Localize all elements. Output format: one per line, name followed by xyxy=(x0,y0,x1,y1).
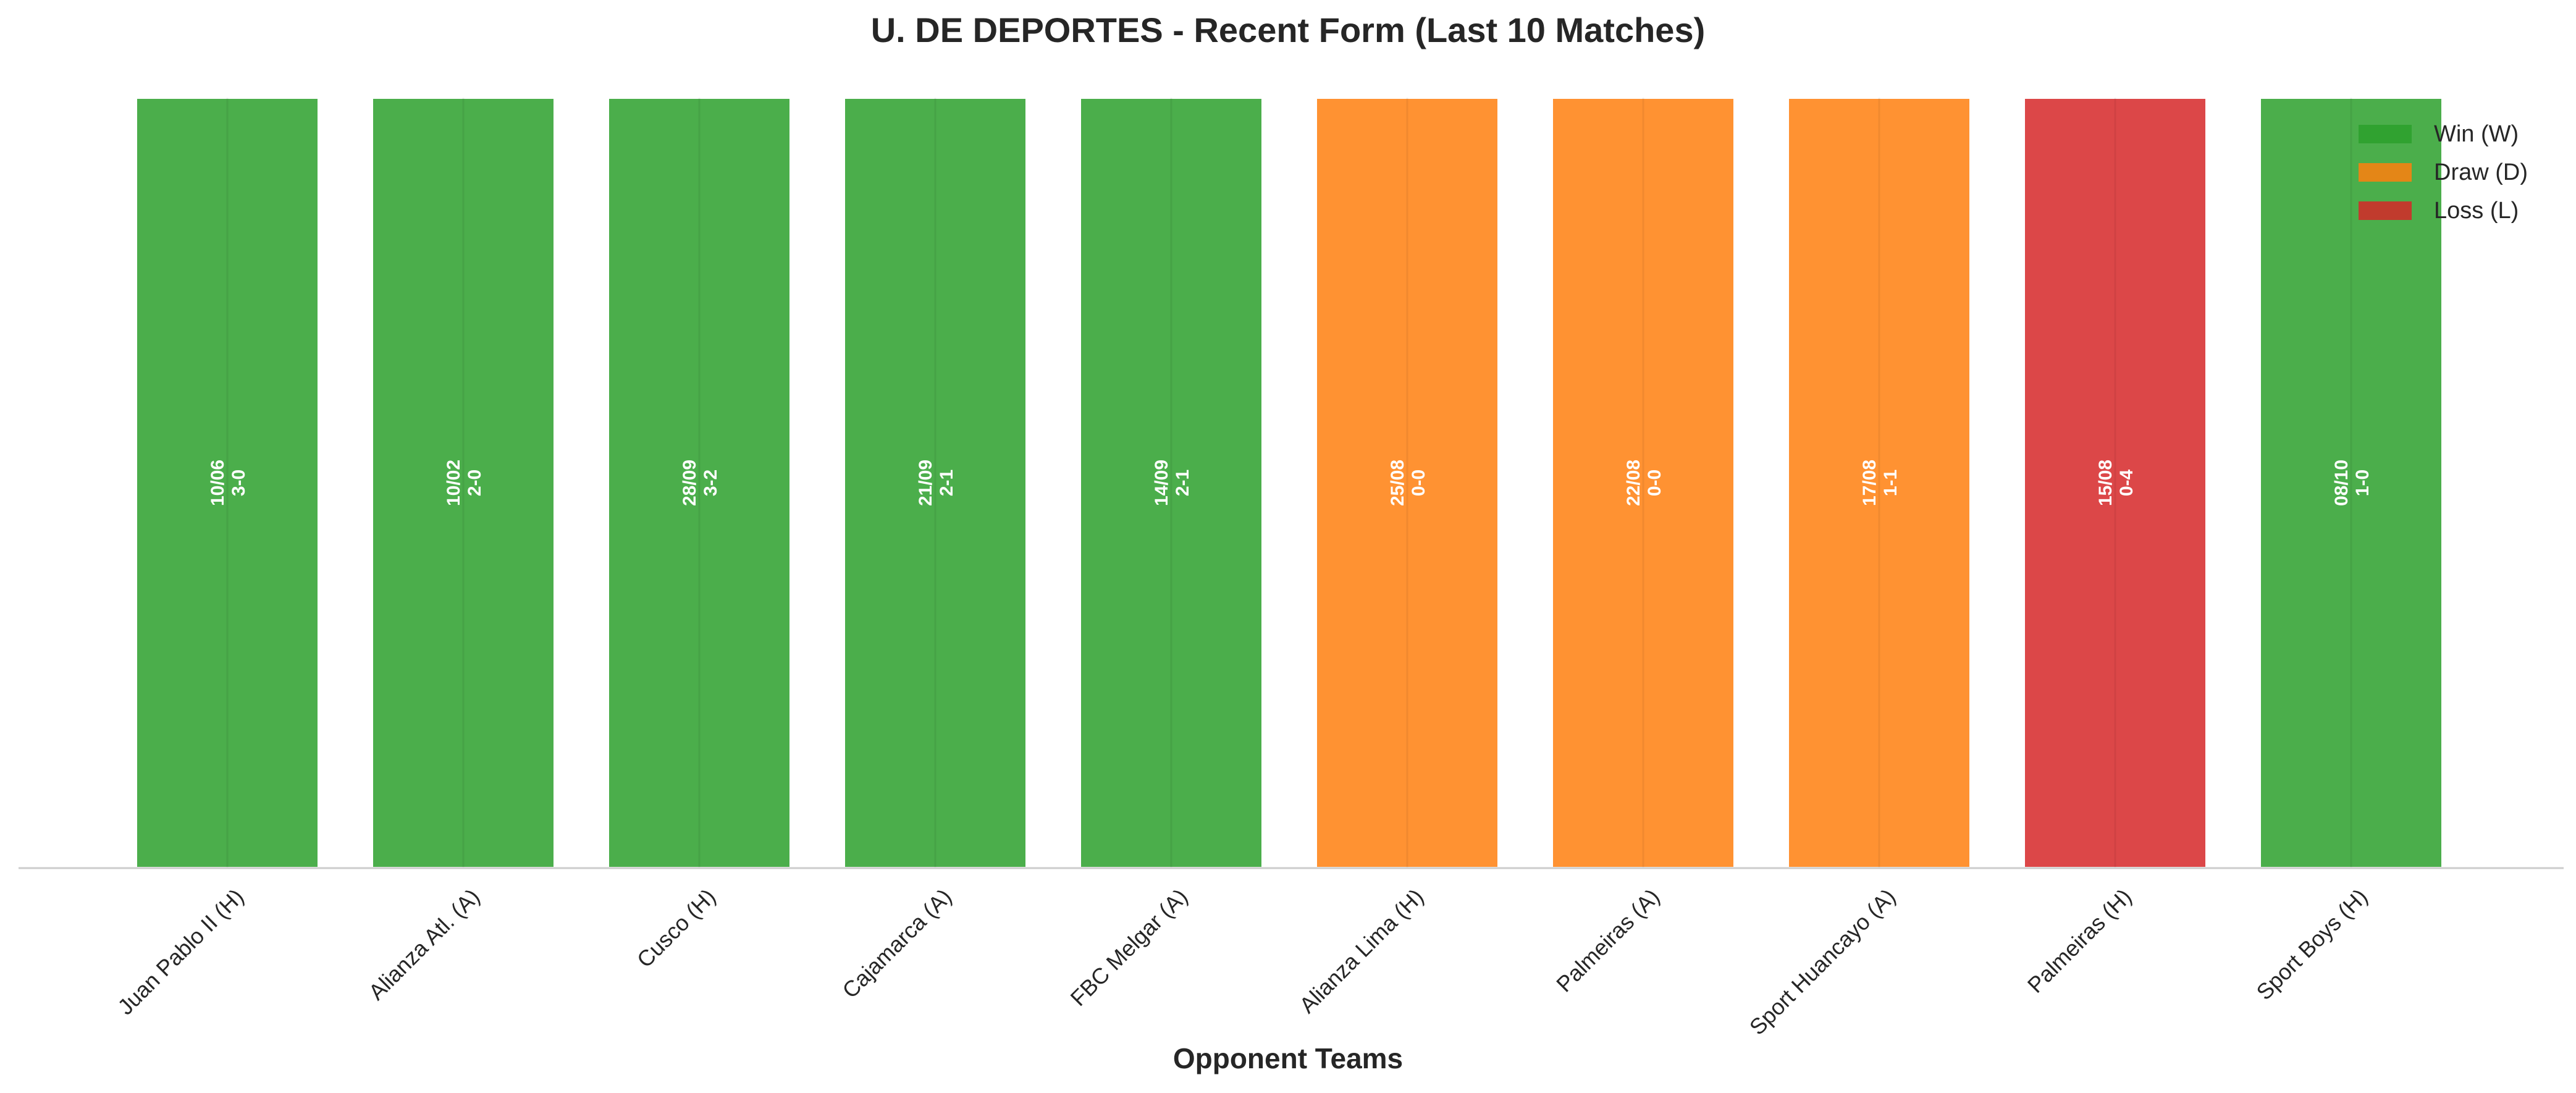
x-axis-title: Opponent Teams xyxy=(1172,1042,1404,1074)
x-tick-label: Sport Boys (H) xyxy=(2251,884,2372,1005)
bar-7 xyxy=(1551,96,1736,869)
x-tick-label: Juan Pablo II (H) xyxy=(112,884,248,1019)
bar-6 xyxy=(1315,96,1500,869)
bar-data-label: 28/093-2 xyxy=(680,460,721,506)
x-tick-label: Palmeiras (A) xyxy=(1551,884,1664,997)
legend-label: Loss (L) xyxy=(2434,197,2519,224)
match-score: 2-1 xyxy=(1172,470,1193,496)
labels-layer: 10/063-0 10/022-0 28/093-2 21/092-1 14/092-1… xyxy=(208,460,2373,506)
bar-9 xyxy=(2022,96,2208,869)
x-tick-label: FBC Melgar (A) xyxy=(1066,884,1193,1011)
match-date: 15/08 xyxy=(2095,460,2116,506)
legend-item: Draw (D) xyxy=(2359,153,2528,192)
match-score: 3-0 xyxy=(229,470,249,496)
bar-data-label: 14/092-1 xyxy=(1151,460,1193,506)
match-score: 0-0 xyxy=(1644,470,1665,496)
match-date: 25/08 xyxy=(1387,460,1408,506)
legend-label: Win (W) xyxy=(2434,120,2519,147)
bar-data-label: 15/080-4 xyxy=(2095,460,2137,506)
legend-item: Loss (L) xyxy=(2359,192,2528,230)
x-tick-label: Alianza Atl. (A) xyxy=(363,884,484,1005)
match-date: 14/09 xyxy=(1151,460,1172,506)
match-score: 2-1 xyxy=(937,470,957,496)
x-tick-label: Sport Huancayo (A) xyxy=(1745,884,1901,1040)
x-tick-label: Cusco (H) xyxy=(632,884,721,973)
match-date: 28/09 xyxy=(680,460,700,506)
x-tick-label: Palmeiras (H) xyxy=(2022,884,2137,998)
bar-data-label: 21/092-1 xyxy=(915,460,957,506)
x-tick-labels: Juan Pablo II (H) Alianza Atl. (A) Cusco (… xyxy=(112,884,2372,1040)
bars-layer xyxy=(135,96,2444,869)
match-date: 21/09 xyxy=(915,460,936,506)
x-tick-label: Cajamarca (A) xyxy=(837,884,956,1003)
match-score: 0-0 xyxy=(1408,470,1429,496)
match-date: 08/10 xyxy=(2331,460,2352,506)
bar-data-label: 08/101-0 xyxy=(2331,460,2373,506)
legend-item: Win (W) xyxy=(2359,115,2528,153)
match-date: 17/08 xyxy=(1859,460,1880,506)
bar-data-label: 25/080-0 xyxy=(1387,460,1429,506)
match-score: 0-4 xyxy=(2116,470,2137,497)
bar-data-label: 10/022-0 xyxy=(444,460,485,506)
bar-4 xyxy=(843,96,1028,869)
legend-swatch xyxy=(2359,125,2412,143)
bar-data-label: 22/080-0 xyxy=(1623,460,1665,506)
match-score: 3-2 xyxy=(701,470,721,496)
bar-5 xyxy=(1079,96,1264,869)
legend: Win (W) Draw (D) Loss (L) xyxy=(2359,115,2528,230)
bar-3 xyxy=(607,96,792,869)
bar-10 xyxy=(2258,96,2444,869)
match-score: 1-1 xyxy=(1880,470,1901,496)
match-date: 10/06 xyxy=(208,460,228,506)
bar-data-label: 10/063-0 xyxy=(208,460,249,506)
match-score: 2-0 xyxy=(465,470,485,496)
chart-title: U. DE DEPORTES - Recent Form (Last 10 Ma… xyxy=(870,11,1706,49)
bar-8 xyxy=(1787,96,1972,869)
bar-1 xyxy=(135,96,320,869)
legend-label: Draw (D) xyxy=(2434,159,2528,185)
bar-data-label: 17/081-1 xyxy=(1859,460,1901,506)
legend-swatch xyxy=(2359,163,2412,182)
legend-swatch xyxy=(2359,201,2412,220)
match-date: 10/02 xyxy=(444,460,464,506)
match-date: 22/08 xyxy=(1623,460,1644,506)
x-tick-label: Alianza Lima (H) xyxy=(1294,884,1428,1018)
match-score: 1-0 xyxy=(2352,470,2373,496)
